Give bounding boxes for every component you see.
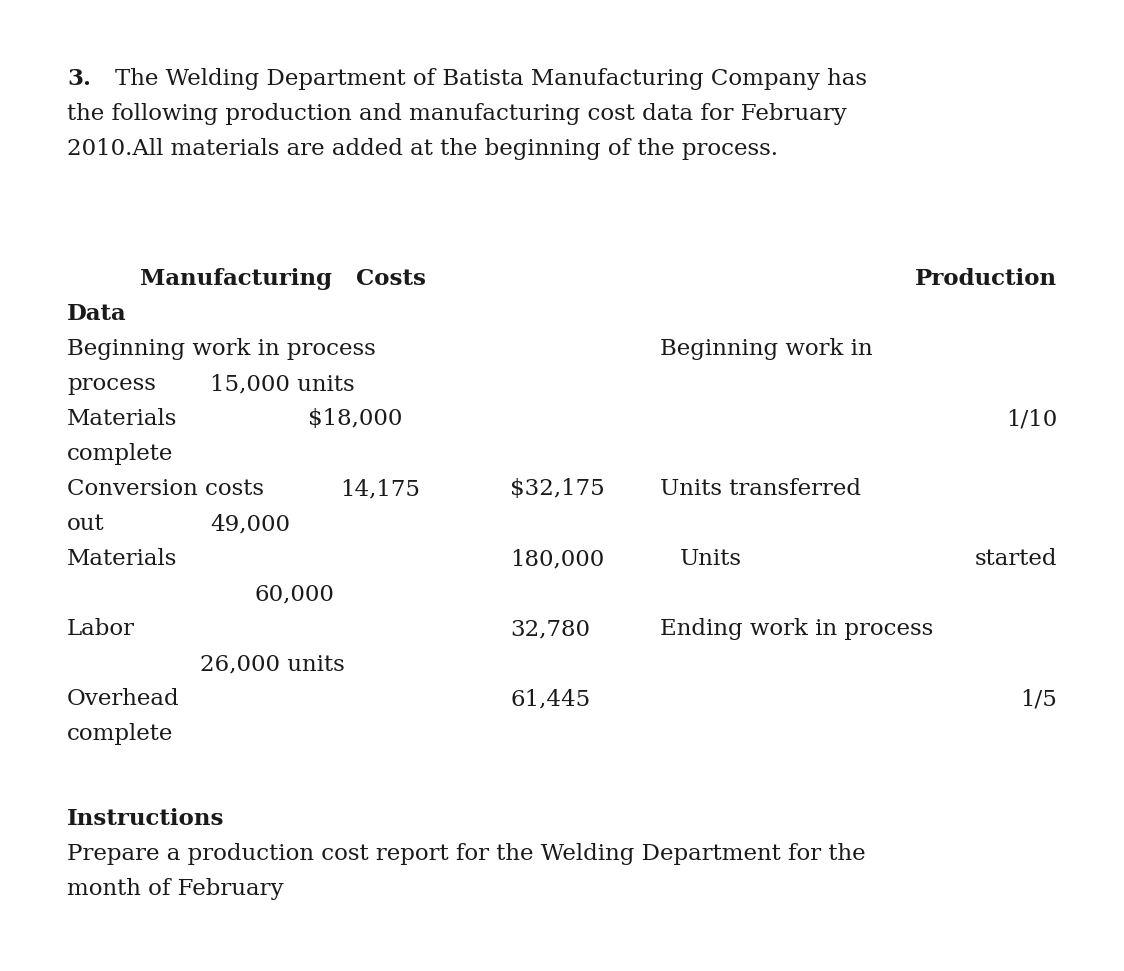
Text: process: process — [67, 373, 156, 395]
Text: 32,780: 32,780 — [510, 618, 590, 640]
Text: Data: Data — [67, 303, 127, 325]
Text: Ending work in process: Ending work in process — [660, 618, 933, 640]
Text: Conversion costs: Conversion costs — [67, 478, 264, 500]
Text: 61,445: 61,445 — [510, 688, 590, 710]
Text: 15,000 units: 15,000 units — [210, 373, 355, 395]
Text: started: started — [975, 548, 1057, 570]
Text: month of February: month of February — [67, 878, 283, 900]
Text: Beginning work in: Beginning work in — [660, 338, 872, 360]
Text: $18,000: $18,000 — [308, 408, 402, 430]
Text: 1/5: 1/5 — [1021, 688, 1057, 710]
Text: the following production and manufacturing cost data for February: the following production and manufacturi… — [67, 103, 846, 125]
Text: Production: Production — [915, 268, 1057, 290]
Text: 2010.All materials are added at the beginning of the process.: 2010.All materials are added at the begi… — [67, 138, 778, 160]
Text: Materials: Materials — [67, 548, 178, 570]
Text: The Welding Department of Batista Manufacturing Company has: The Welding Department of Batista Manufa… — [115, 68, 867, 90]
Text: Units: Units — [680, 548, 742, 570]
Text: Units transferred: Units transferred — [660, 478, 861, 500]
Text: 26,000 units: 26,000 units — [200, 653, 345, 675]
Text: 14,175: 14,175 — [339, 478, 420, 500]
Text: Prepare a production cost report for the Welding Department for the: Prepare a production cost report for the… — [67, 843, 865, 865]
Text: Overhead: Overhead — [67, 688, 180, 710]
Text: 180,000: 180,000 — [510, 548, 605, 570]
Text: 60,000: 60,000 — [255, 583, 335, 605]
Text: 1/10: 1/10 — [1006, 408, 1057, 430]
Text: $32,175: $32,175 — [510, 478, 605, 500]
Text: Beginning work in process: Beginning work in process — [67, 338, 375, 360]
Text: complete: complete — [67, 723, 173, 745]
Text: Labor: Labor — [67, 618, 135, 640]
Text: out: out — [67, 513, 105, 535]
Text: 3.: 3. — [67, 68, 91, 90]
Text: complete: complete — [67, 443, 173, 465]
Text: Manufacturing   Costs: Manufacturing Costs — [140, 268, 426, 290]
Text: 49,000: 49,000 — [210, 513, 290, 535]
Text: Instructions: Instructions — [67, 808, 225, 830]
Text: Materials: Materials — [67, 408, 178, 430]
